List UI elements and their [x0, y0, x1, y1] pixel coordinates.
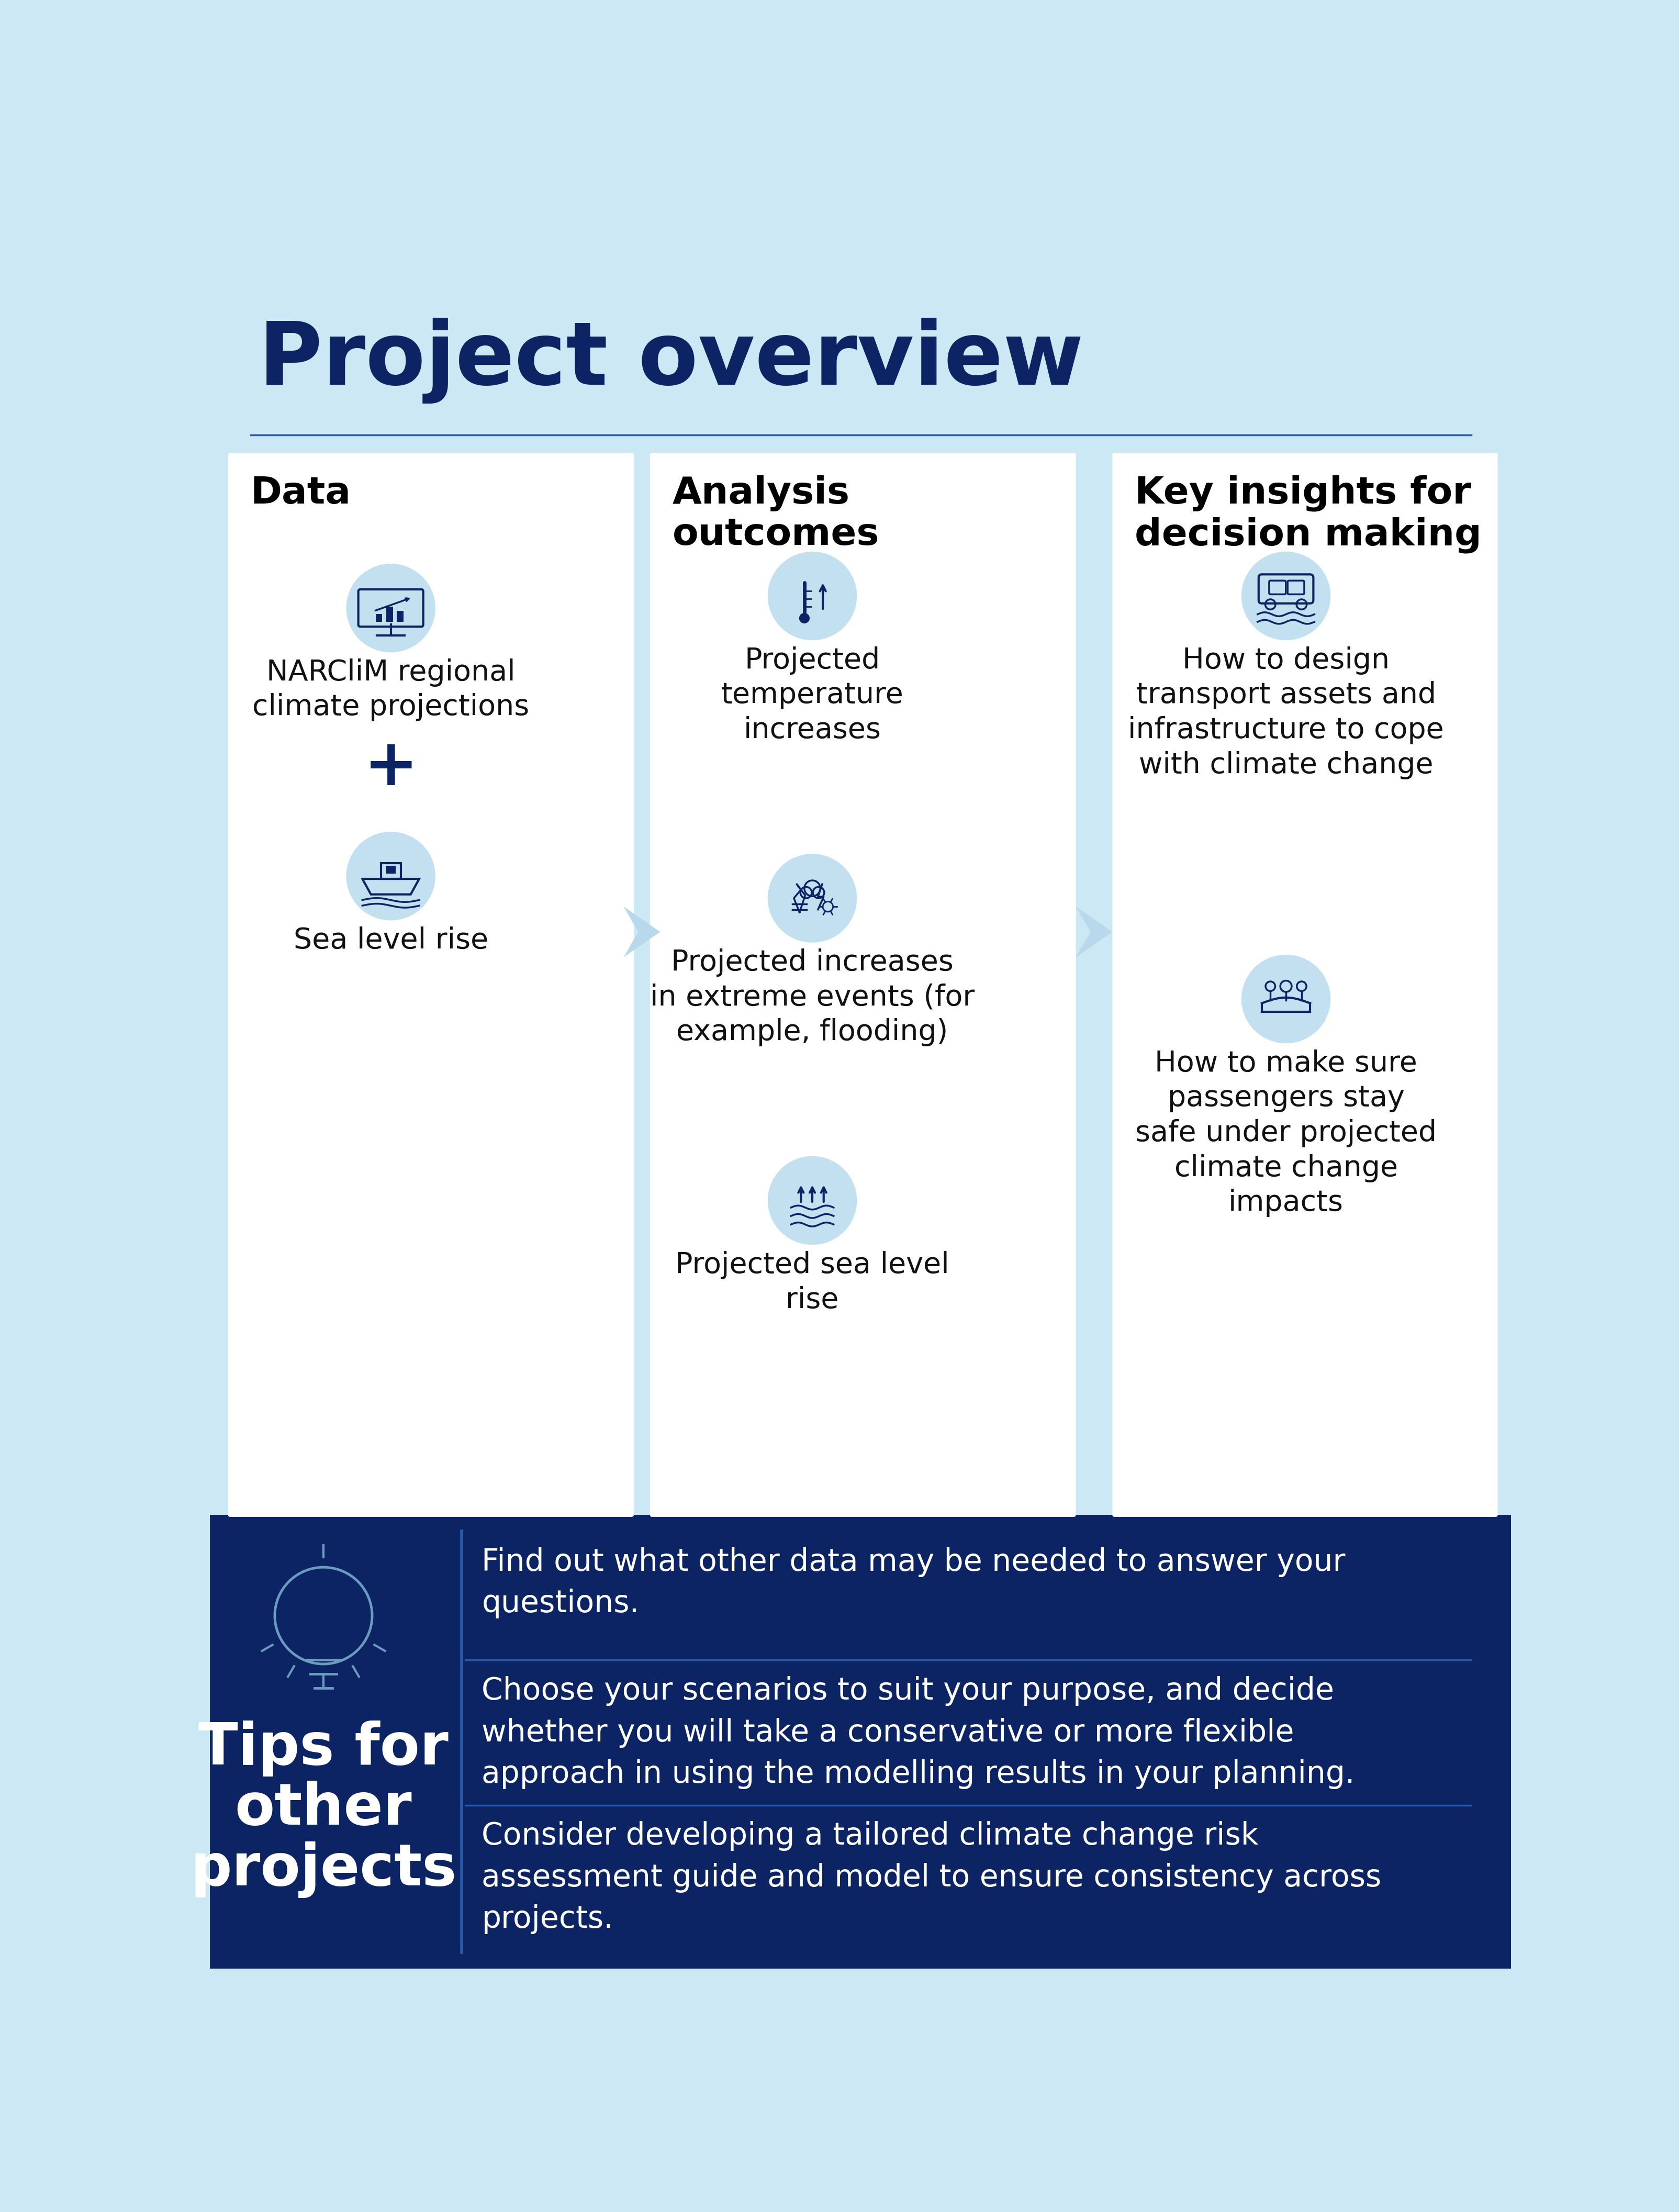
Text: Projected increases
in extreme events (for
example, flooding): Projected increases in extreme events (f…: [650, 949, 974, 1046]
Circle shape: [1241, 551, 1330, 639]
FancyBboxPatch shape: [1113, 453, 1498, 1517]
Bar: [396, 611, 403, 622]
Polygon shape: [623, 907, 660, 958]
Text: Key insights for
decision making: Key insights for decision making: [1135, 476, 1481, 553]
Circle shape: [767, 1157, 856, 1245]
Circle shape: [767, 854, 856, 942]
Text: Project overview: Project overview: [259, 319, 1083, 403]
Circle shape: [1241, 956, 1330, 1044]
FancyBboxPatch shape: [210, 1515, 1511, 1969]
Circle shape: [346, 832, 435, 920]
Circle shape: [767, 551, 856, 639]
Bar: [386, 606, 393, 622]
Polygon shape: [1076, 907, 1113, 958]
Text: NARCliM regional
climate projections: NARCliM regional climate projections: [252, 659, 529, 721]
Text: +: +: [363, 737, 418, 799]
Text: Consider developing a tailored climate change risk
assessment guide and model to: Consider developing a tailored climate c…: [482, 1820, 1382, 1933]
Circle shape: [799, 613, 809, 624]
FancyBboxPatch shape: [650, 453, 1076, 1517]
FancyBboxPatch shape: [228, 453, 633, 1517]
Bar: [376, 615, 383, 622]
Text: Tips for
other
projects: Tips for other projects: [190, 1721, 457, 1898]
Text: Projected
temperature
increases: Projected temperature increases: [720, 646, 903, 743]
Text: Analysis
outcomes: Analysis outcomes: [672, 476, 880, 553]
Circle shape: [346, 564, 435, 653]
Text: Sea level rise: Sea level rise: [294, 927, 489, 956]
Text: How to make sure
passengers stay
safe under projected
climate change
impacts: How to make sure passengers stay safe un…: [1135, 1048, 1437, 1217]
Text: Data: Data: [250, 476, 351, 511]
Text: Choose your scenarios to suit your purpose, and decide
whether you will take a c: Choose your scenarios to suit your purpo…: [482, 1677, 1355, 1790]
Text: Projected sea level
rise: Projected sea level rise: [675, 1250, 949, 1314]
Text: How to design
transport assets and
infrastructure to cope
with climate change: How to design transport assets and infra…: [1128, 646, 1444, 779]
Bar: [386, 865, 396, 874]
Text: Find out what other data may be needed to answer your
questions.: Find out what other data may be needed t…: [482, 1546, 1345, 1619]
